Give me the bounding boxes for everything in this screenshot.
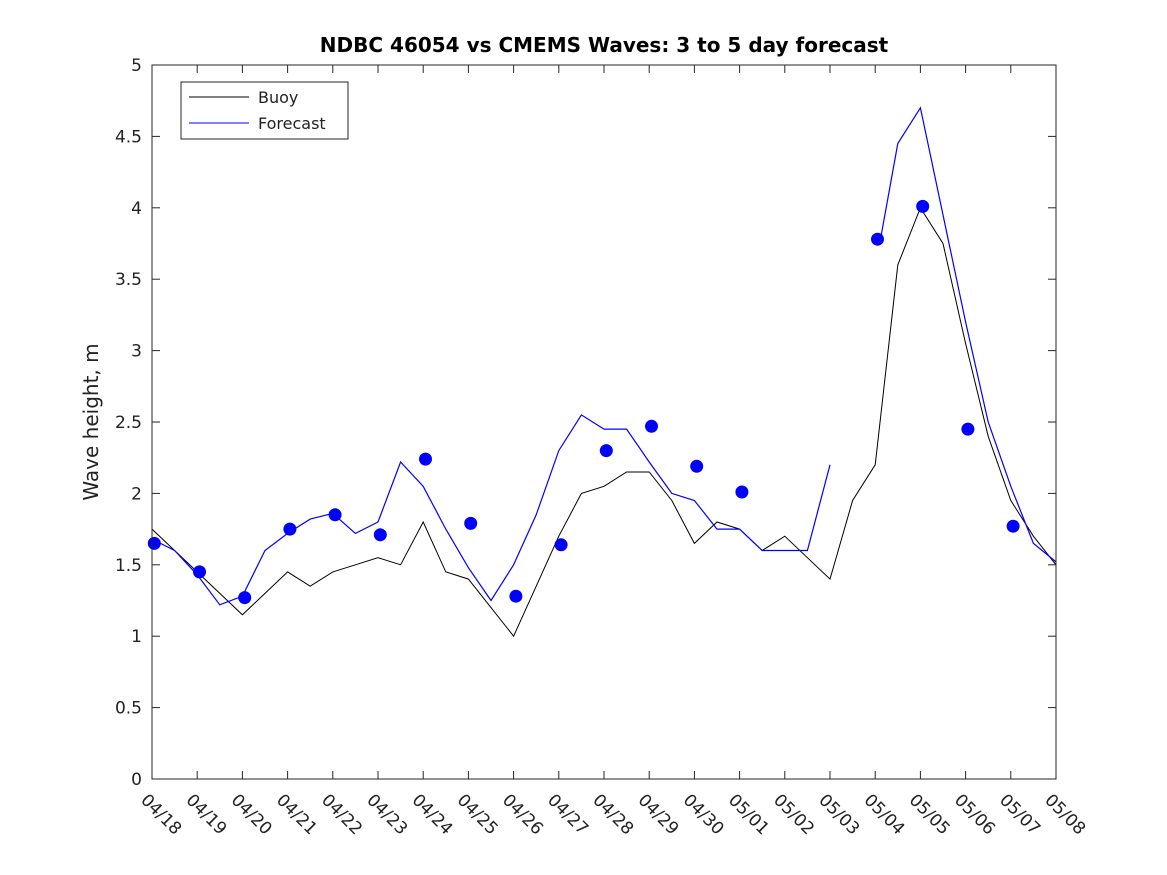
y-tick-label: 1.5 [115,556,142,576]
x-tick-label: 04/29 [634,790,683,839]
legend-box [180,81,349,140]
y-tick-label: 5 [131,56,142,76]
legend-forecast-label: Forecast [258,114,326,133]
forecast-init-point [1006,519,1020,533]
x-tick-label: 05/05 [905,790,954,839]
forecast-init-point [373,528,387,542]
x-tick-label: 04/21 [272,790,321,839]
legend-buoy-label: Buoy [258,88,298,107]
forecast-init-point [916,199,930,213]
x-tick-label: 04/22 [317,790,366,839]
x-tick-label: 04/30 [679,790,728,839]
x-tick-label: 04/27 [543,790,592,839]
chart-legend: Buoy Forecast [180,81,349,140]
y-tick-label: 0 [131,770,142,790]
forecast-series-line [151,414,831,606]
forecast-init-point [554,538,568,552]
forecast-init-point [193,565,206,579]
x-tick-label: 04/25 [453,790,502,839]
chart-title: NDBC 46054 vs CMEMS Waves: 3 to 5 day fo… [320,33,889,57]
x-tick-label: 05/01 [724,790,773,839]
forecast-init-point [328,508,342,522]
y-tick-label: 3 [131,342,142,362]
forecast-init-point [961,422,975,436]
y-axis-label: Wave height, m [79,343,103,500]
x-tick-label: 04/19 [182,790,231,839]
x-tick-label: 04/23 [362,790,411,839]
x-tick-label: 05/07 [995,790,1044,839]
forecast-init-point [645,419,658,433]
forecast-init-point [735,485,749,499]
forecast-init-point [283,522,297,536]
forecast-init-point [147,536,161,550]
forecast-init-point [464,516,478,530]
y-tick-label: 4 [131,199,142,219]
forecast-init-point [238,591,252,605]
x-tick-label: 05/03 [814,790,863,839]
forecast-series-line [879,106,1057,563]
x-tick-label: 04/20 [227,790,276,839]
x-tick-label: 04/28 [588,790,637,839]
buoy-series-line [151,206,1057,638]
y-tick-label: 3.5 [115,270,142,290]
plot-content [147,106,1057,638]
y-tick-label: 2 [131,484,142,504]
y-tick-label: 4.5 [115,127,142,147]
x-tick-label: 04/24 [408,790,457,839]
x-tick-label: 05/08 [1040,790,1089,839]
x-tick-label: 05/06 [950,790,999,839]
y-tick-label: 2.5 [115,413,142,433]
forecast-init-point [690,459,704,473]
x-tick-label: 04/26 [498,790,547,839]
x-tick-label: 05/02 [769,790,818,839]
forecast-init-point [871,232,884,246]
forecast-init-point [599,444,613,458]
x-tick-label: 05/04 [860,790,909,839]
y-tick-label: 0.5 [115,699,142,719]
plot-background [152,65,1056,779]
y-tick-label: 1 [131,627,142,647]
forecast-init-point [419,452,432,466]
x-tick-label: 04/18 [136,790,185,839]
forecast-init-point [509,589,523,603]
